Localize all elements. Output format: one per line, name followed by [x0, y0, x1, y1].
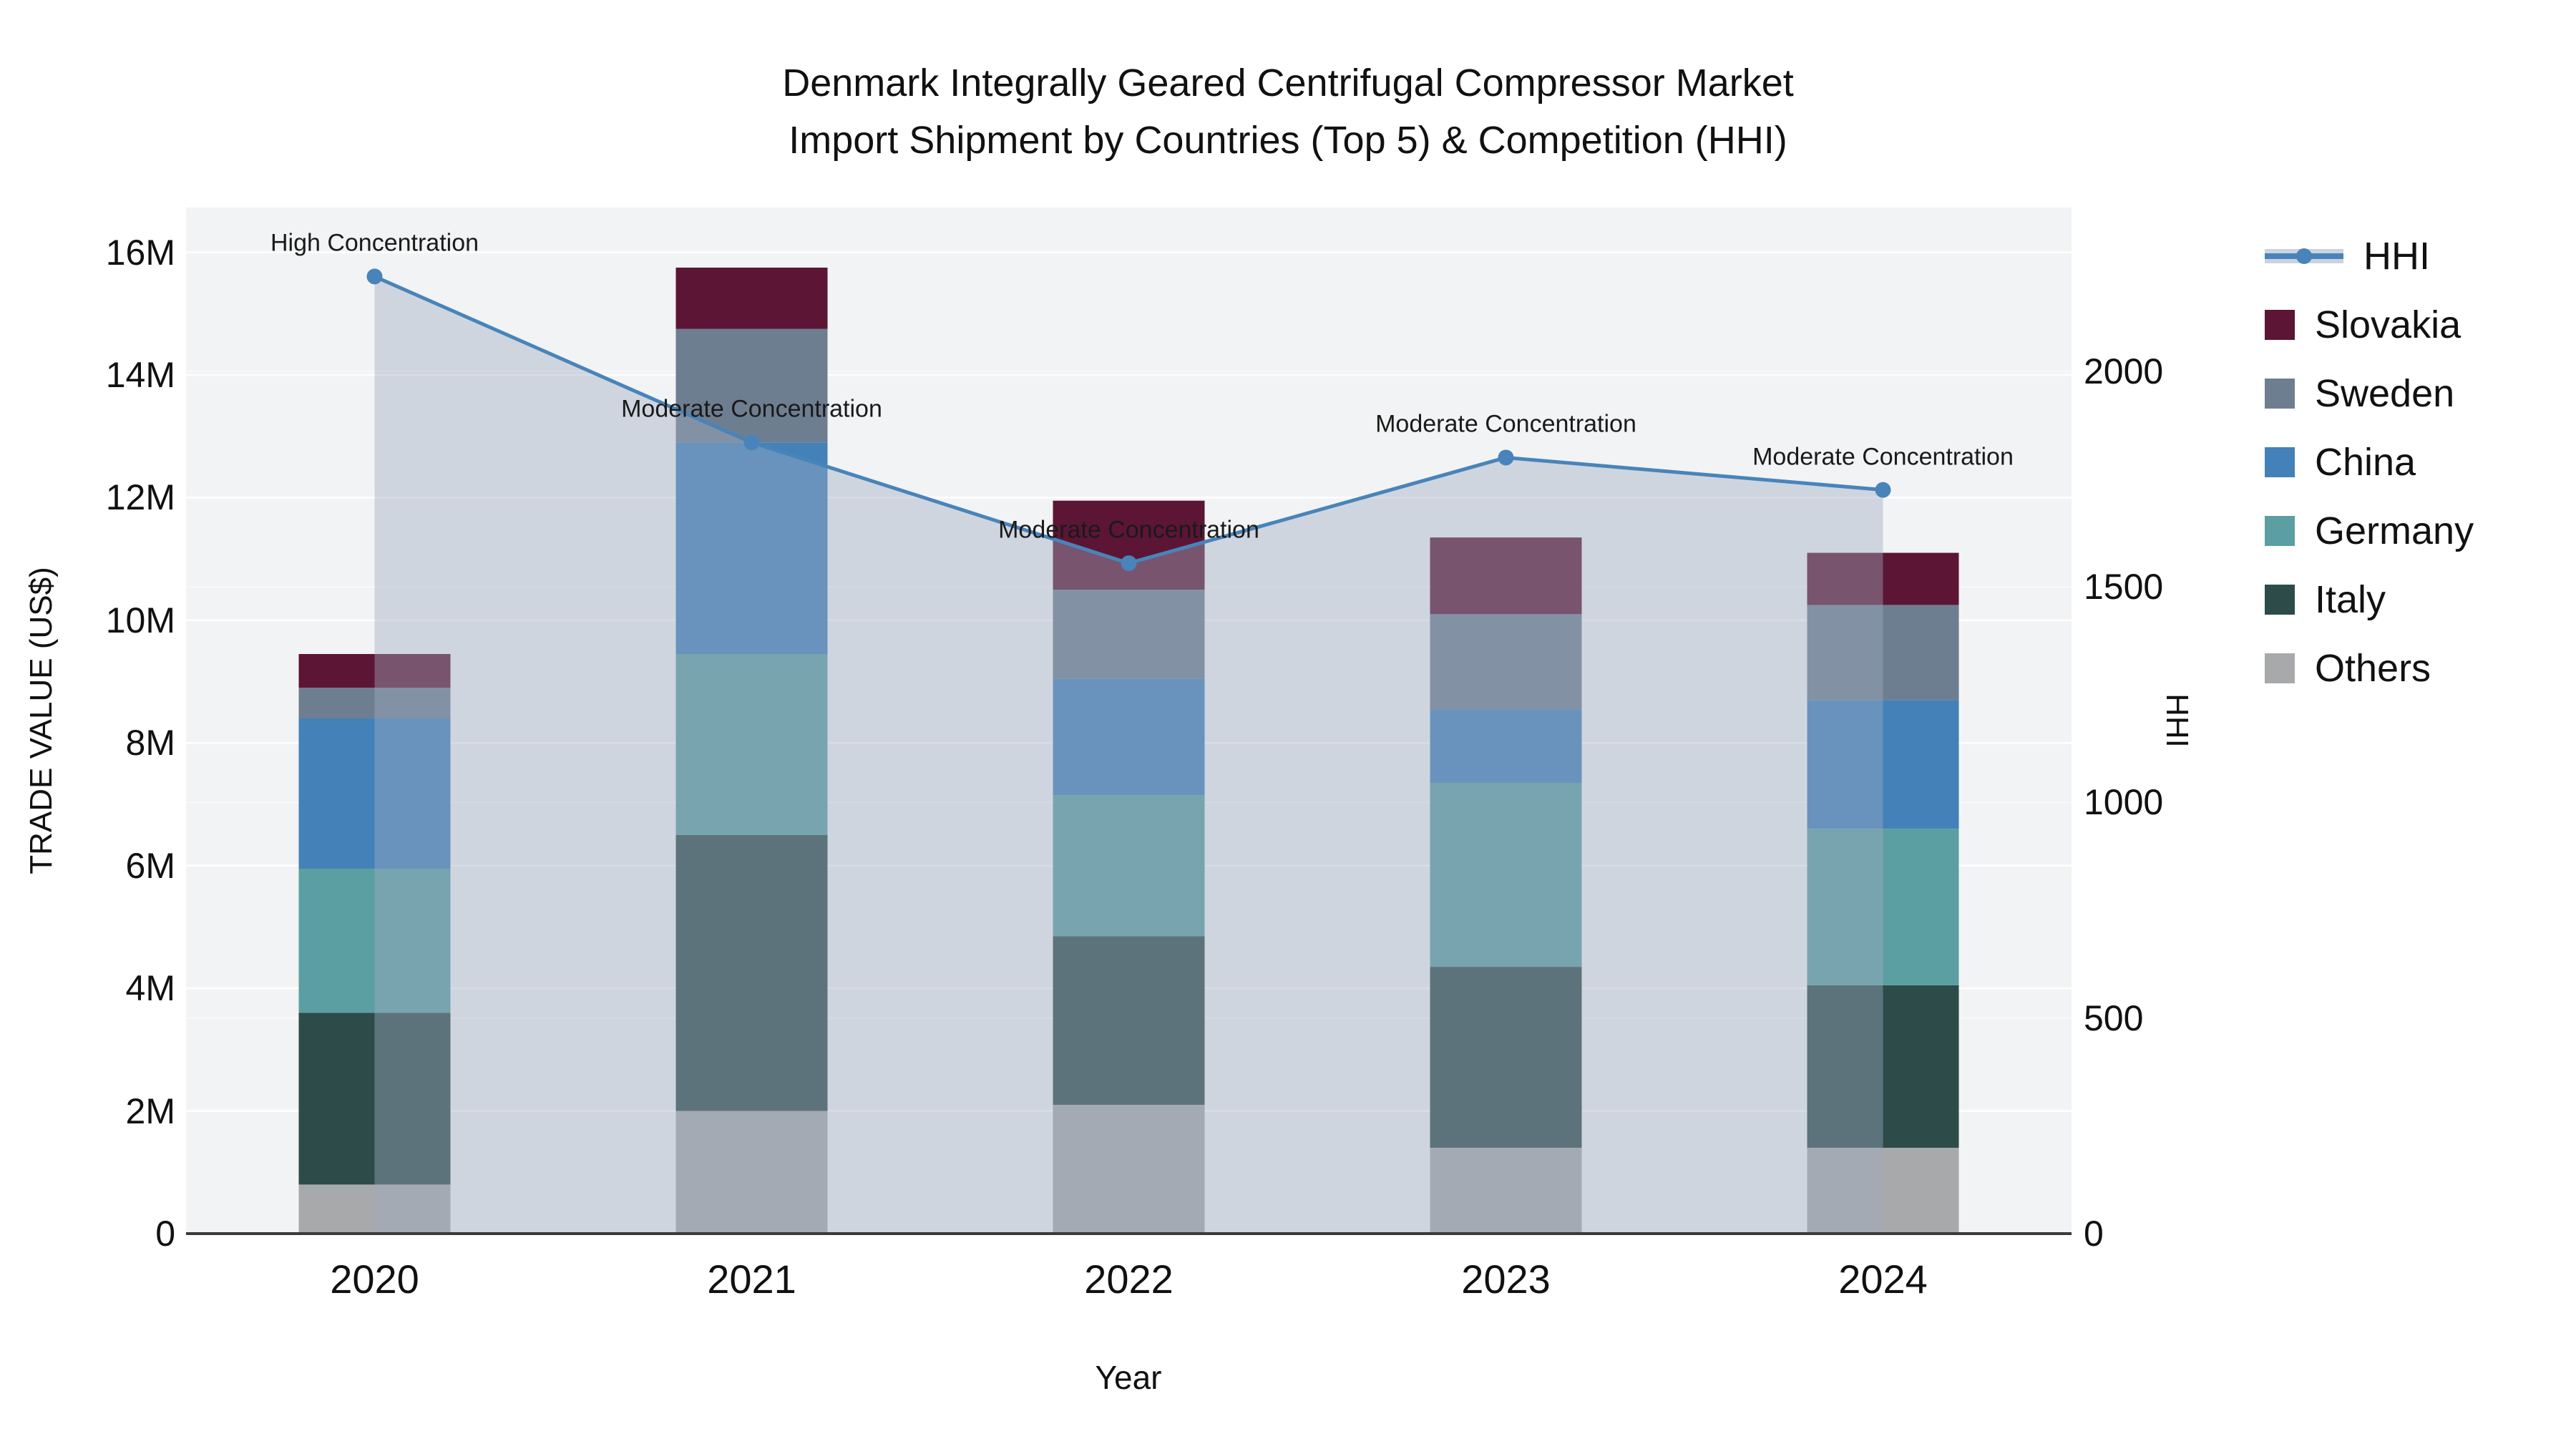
annotation-2020: High Concentration: [270, 229, 479, 257]
x-tick-2023: 2023: [1461, 1257, 1551, 1302]
bar-segment-sweden-2020[interactable]: [298, 688, 451, 718]
hhi-marker-2024[interactable]: [1875, 482, 1891, 498]
bar-segment-sweden-2024[interactable]: [1807, 605, 1959, 701]
bar-segment-germany-2020[interactable]: [298, 869, 451, 1013]
annotation-2022: Moderate Concentration: [998, 516, 1259, 544]
annotation-2021: Moderate Concentration: [621, 395, 882, 423]
legend-label: Others: [2315, 647, 2431, 690]
bar-segment-others-2021[interactable]: [675, 1111, 828, 1234]
bar-segment-others-2022[interactable]: [1053, 1105, 1205, 1234]
legend-item-germany[interactable]: Germany: [2265, 509, 2474, 552]
bar-segment-italy-2023[interactable]: [1430, 967, 1582, 1148]
legend-item-china[interactable]: China: [2265, 441, 2474, 484]
bar-segment-china-2024[interactable]: [1807, 700, 1959, 829]
bar-segment-italy-2022[interactable]: [1053, 936, 1205, 1105]
legend-swatch-germany: [2265, 516, 2295, 546]
hhi-area-fill: [374, 276, 1883, 1234]
hhi-marker-2023[interactable]: [1498, 449, 1514, 466]
y-right-tick: 0: [2084, 1214, 2104, 1254]
hhi-marker-2021[interactable]: [743, 434, 760, 451]
legend-swatch-sweden: [2265, 379, 2295, 409]
chart-title-line1: Denmark Integrally Geared Centrifugal Co…: [782, 62, 1794, 104]
x-axis-title: Year: [1095, 1359, 1162, 1396]
bar-segment-germany-2021[interactable]: [675, 654, 828, 835]
legend: HHI Slovakia Sweden China Germany Italy Others: [2265, 235, 2474, 690]
bar-segment-slovakia-2020[interactable]: [298, 654, 451, 688]
bar-segment-sweden-2021[interactable]: [675, 328, 828, 443]
legend-label: China: [2315, 441, 2416, 484]
bar-segment-germany-2022[interactable]: [1053, 795, 1205, 937]
legend-swatch-china: [2265, 447, 2295, 477]
y-left-tick: 2M: [125, 1091, 175, 1131]
y-right-tick: 1500: [2084, 567, 2164, 608]
bar-segment-slovakia-2024[interactable]: [1807, 552, 1959, 605]
bar-segment-others-2024[interactable]: [1807, 1148, 1959, 1234]
legend-item-italy[interactable]: Italy: [2265, 578, 2474, 621]
y-left-tick: 4M: [125, 968, 175, 1009]
y-left-tick: 16M: [105, 232, 175, 273]
y-right-tick: 1000: [2084, 782, 2164, 823]
y-left-tick: 12M: [105, 477, 175, 518]
y-left-tick: 0: [155, 1214, 175, 1254]
x-tick-2021: 2021: [707, 1257, 796, 1302]
bar-segment-germany-2024[interactable]: [1807, 829, 1959, 985]
x-tick-2020: 2020: [330, 1257, 419, 1302]
bar-segment-slovakia-2021[interactable]: [675, 268, 828, 329]
annotation-2024: Moderate Concentration: [1752, 443, 2014, 471]
legend-label: Sweden: [2315, 372, 2455, 415]
bar-segment-china-2021[interactable]: [675, 442, 828, 654]
bar-segment-china-2023[interactable]: [1430, 709, 1582, 783]
y-left-tick: 8M: [125, 723, 175, 763]
legend-label: Germany: [2315, 509, 2474, 552]
bar-segment-sweden-2022[interactable]: [1053, 590, 1205, 679]
annotation-2023: Moderate Concentration: [1375, 410, 1636, 438]
legend-item-hhi[interactable]: HHI: [2265, 235, 2474, 278]
bar-segment-others-2023[interactable]: [1430, 1148, 1582, 1234]
y-right-tick: 2000: [2084, 351, 2164, 391]
legend-label: Italy: [2315, 578, 2386, 621]
bar-segment-sweden-2023[interactable]: [1430, 614, 1582, 710]
bar-segment-germany-2023[interactable]: [1430, 783, 1582, 967]
legend-item-others[interactable]: Others: [2265, 647, 2474, 690]
legend-swatch-italy: [2265, 585, 2295, 615]
y-left-tick: 6M: [125, 845, 175, 886]
legend-label: Slovakia: [2315, 303, 2462, 346]
bar-segment-italy-2021[interactable]: [675, 834, 828, 1111]
bar-segment-italy-2020[interactable]: [298, 1013, 451, 1185]
bar-segment-china-2020[interactable]: [298, 718, 451, 869]
legend-item-slovakia[interactable]: Slovakia: [2265, 303, 2474, 346]
y-left-tick: 14M: [105, 355, 175, 395]
bar-segment-italy-2024[interactable]: [1807, 985, 1959, 1148]
bar-segment-slovakia-2023[interactable]: [1430, 537, 1582, 615]
x-tick-2024: 2024: [1838, 1257, 1928, 1302]
legend-swatch-others: [2265, 653, 2295, 683]
legend-label: HHI: [2363, 235, 2430, 278]
hhi-marker-2022[interactable]: [1121, 555, 1137, 572]
hhi-marker-2020[interactable]: [366, 268, 383, 285]
chart-title-line2: Import Shipment by Countries (Top 5) & C…: [789, 119, 1787, 162]
hhi-legend-marker: [2296, 248, 2312, 264]
legend-swatch-slovakia: [2265, 310, 2295, 340]
y-left-tick: 10M: [105, 600, 175, 640]
legend-item-sweden[interactable]: Sweden: [2265, 372, 2474, 415]
hhi-legend-sample: [2265, 241, 2343, 271]
y-right-axis-title: HHI: [2160, 693, 2195, 748]
bar-segment-others-2020[interactable]: [298, 1184, 451, 1234]
x-tick-2022: 2022: [1084, 1257, 1174, 1302]
bar-segment-china-2022[interactable]: [1053, 678, 1205, 796]
y-right-tick: 500: [2084, 997, 2144, 1038]
